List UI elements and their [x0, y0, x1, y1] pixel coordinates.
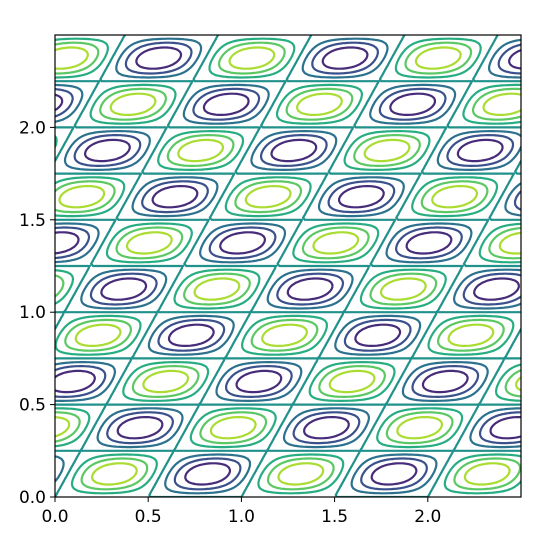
x-tick-label: 2.0	[414, 507, 441, 527]
y-tick-label: 1.5	[19, 211, 46, 231]
contour-line	[55, 37, 521, 495]
axes-frame	[54, 34, 522, 498]
x-tick-label: 1.0	[228, 507, 255, 527]
contour-area	[55, 35, 521, 497]
contour-line	[55, 37, 521, 495]
y-tick-label: 1.0	[19, 303, 46, 323]
x-tick-label: 0.5	[135, 507, 162, 527]
y-tick-label: 0.5	[19, 396, 46, 416]
x-tick-label: 0.0	[41, 507, 68, 527]
contour-line	[55, 46, 521, 486]
y-tick-label: 0.0	[19, 488, 46, 508]
y-tick-label: 2.0	[19, 118, 46, 138]
contour-line	[55, 41, 521, 491]
x-tick-label: 1.5	[321, 507, 348, 527]
contour-line	[55, 46, 521, 486]
contour-line	[55, 41, 521, 491]
